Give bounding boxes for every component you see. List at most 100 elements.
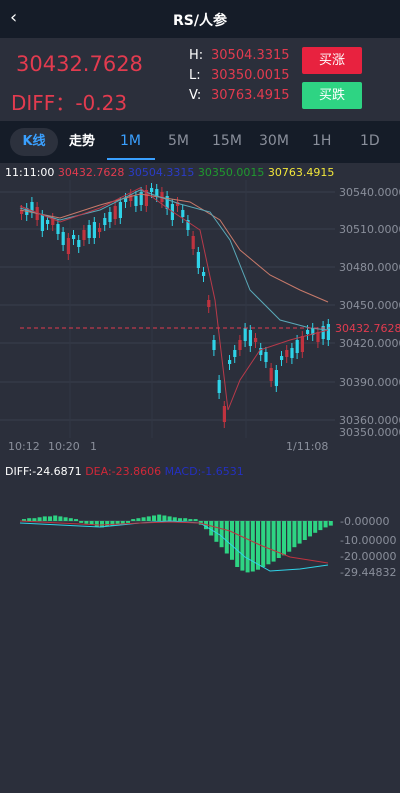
macd-histogram-bar — [323, 521, 328, 528]
price-axis-label: 30350.0000 — [339, 426, 400, 439]
macd-histogram-bar — [48, 516, 52, 521]
candle-body — [264, 352, 268, 362]
macd-value: MACD:-1.6531 — [164, 465, 244, 478]
macd-histogram-bar — [32, 518, 37, 521]
candle-body — [176, 202, 180, 206]
tab-5m[interactable]: 5M — [168, 133, 189, 149]
buy-up-button[interactable]: 买涨 — [302, 47, 362, 74]
candle-body — [40, 215, 44, 231]
macd-histogram-bar — [318, 521, 323, 531]
macd-histogram-bar — [146, 516, 151, 521]
candlestick-chart[interactable]: 30540.0000 30510.0000 30480.0000 30450.0000… — [0, 180, 400, 460]
macd-histogram-bar — [22, 519, 26, 521]
macd-histogram-bar — [120, 521, 125, 524]
macd-histogram-bar — [89, 521, 94, 525]
macd-histogram-bar — [297, 521, 302, 544]
buy-down-button[interactable]: 买跌 — [302, 82, 362, 109]
candle-body — [20, 210, 24, 214]
candle-body — [285, 350, 289, 357]
macd-histogram-bar — [287, 521, 292, 552]
tab-1d[interactable]: 1D — [360, 133, 380, 149]
macd-histogram-bar — [266, 521, 271, 565]
macd-histogram-bar — [183, 518, 188, 521]
candle-body — [217, 380, 221, 393]
macd-histogram-bar — [126, 521, 130, 523]
macd-histogram-bar — [157, 514, 162, 521]
tab-15m[interactable]: 15M — [212, 133, 242, 149]
candle-body — [212, 340, 216, 350]
macd-histogram-bar — [115, 521, 120, 525]
macd-diff: DIFF:-24.6871 — [5, 465, 82, 478]
diff-line — [19, 520, 329, 572]
macd-histogram-bar — [240, 521, 245, 571]
macd-histogram-bar — [230, 521, 234, 560]
high-value: 30504.3315 — [211, 48, 290, 63]
macd-histogram-bar — [53, 515, 58, 521]
candle-body — [326, 324, 330, 340]
tab-1h[interactable]: 1H — [312, 133, 332, 149]
macd-histogram-bar — [308, 521, 312, 537]
macd-histogram-bar — [167, 516, 172, 521]
macd-histogram-bar — [131, 519, 136, 521]
tab-1m[interactable]: 1M — [120, 133, 141, 149]
macd-histogram-bar — [214, 521, 219, 542]
macd-axis-label: -29.44832 — [340, 566, 396, 579]
diff-value: -0.23 — [75, 91, 128, 115]
macd-histogram-bar — [58, 516, 63, 521]
low-stat: L: 30350.0015 — [189, 68, 290, 83]
macd-histogram-bar — [302, 521, 307, 540]
macd-histogram-bar — [209, 521, 214, 536]
macd-histogram-bar — [219, 521, 224, 548]
info-high: 30504.3315 — [127, 166, 195, 179]
candle-body — [150, 188, 154, 192]
macd-histogram-bar — [193, 519, 198, 521]
info-time: 11:11:00 — [5, 166, 55, 179]
macd-histogram-bar — [84, 521, 89, 524]
candle-body — [118, 202, 122, 218]
chevron-left-icon[interactable]: ‹ — [10, 7, 18, 28]
tab-kline[interactable]: K线 — [10, 128, 58, 156]
macd-histogram-bar — [94, 521, 99, 527]
macd-dea: DEA:-23.8606 — [85, 465, 162, 478]
candle-body — [87, 225, 91, 238]
candle-body — [243, 328, 247, 341]
candle-body — [72, 235, 76, 239]
time-axis-label: 10:20 — [48, 440, 80, 453]
candle-body — [316, 332, 320, 342]
macd-histogram-bar — [282, 521, 286, 556]
candle-body — [269, 368, 273, 381]
tab-trend[interactable]: 走势 — [68, 134, 95, 149]
macd-histogram-bar — [172, 517, 177, 521]
candle-body — [46, 220, 50, 224]
candle-body — [191, 236, 195, 249]
macd-histogram-bar — [110, 521, 115, 526]
macd-histogram-bar — [328, 521, 333, 526]
macd-chart[interactable]: -0.00000 -10.00000 -20.00000 -29.44832 — [0, 485, 400, 585]
candle-body — [56, 224, 60, 234]
macd-histogram-bar — [245, 521, 250, 573]
volume-label: V: — [189, 88, 202, 103]
candle-body — [82, 230, 86, 240]
macd-histogram-bar — [292, 521, 297, 548]
diff-label: DIFF： — [11, 91, 76, 115]
macd-histogram-bar — [256, 521, 260, 570]
macd-histogram-bar — [188, 519, 193, 521]
macd-axis-label: -0.00000 — [340, 515, 389, 528]
volume-value: 30763.4915 — [211, 88, 290, 103]
candle-body — [248, 330, 252, 346]
tab-30m[interactable]: 30M — [259, 133, 289, 149]
candle-body — [129, 194, 133, 201]
candle-body — [202, 272, 206, 276]
candle-body — [160, 192, 164, 202]
candle-body — [165, 196, 169, 209]
candle-body — [113, 206, 117, 219]
macd-histogram-bar — [313, 521, 318, 533]
macd-histogram-bar — [178, 518, 182, 521]
candle-body — [181, 210, 185, 217]
high-label: H: — [189, 48, 204, 63]
candle-body — [238, 340, 242, 350]
macd-histogram-bar — [74, 519, 78, 521]
candle-body — [228, 360, 232, 364]
high-stat: H: 30504.3315 — [189, 48, 290, 63]
candle-body — [155, 189, 159, 196]
